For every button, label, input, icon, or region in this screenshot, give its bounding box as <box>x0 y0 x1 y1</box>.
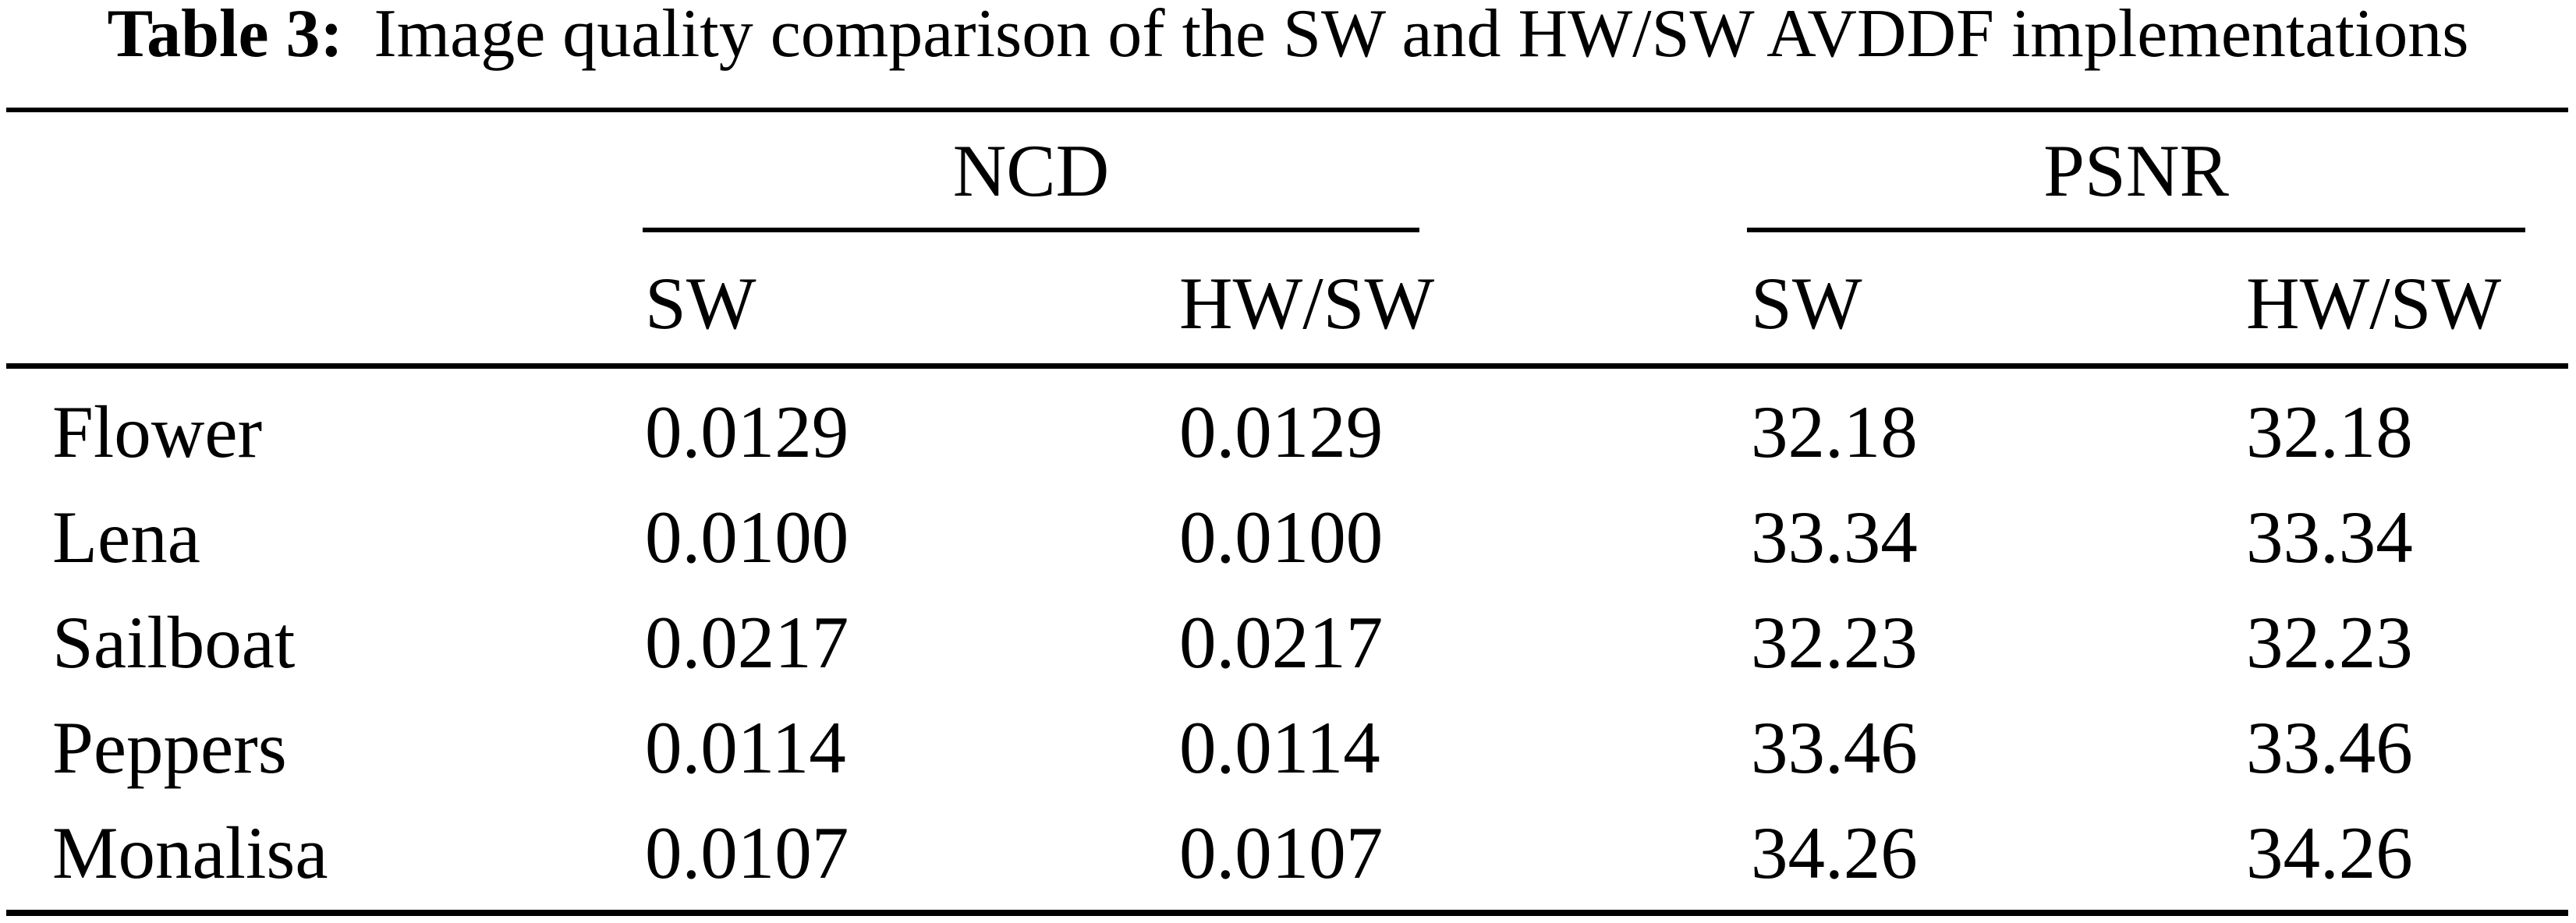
row-label: Sailboat <box>52 601 296 684</box>
cell-psnr-hwsw: 32.23 <box>2246 601 2413 684</box>
cell-ncd-hwsw: 0.0114 <box>1179 706 1380 789</box>
row-label: Peppers <box>52 706 287 789</box>
cell-ncd-hwsw: 0.0129 <box>1179 391 1384 473</box>
row-label: Lena <box>52 496 200 578</box>
cell-psnr-hwsw: 33.46 <box>2246 706 2413 789</box>
ncd-underline-rule <box>643 228 1419 232</box>
table-row: Flower 0.0129 0.0129 32.18 32.18 <box>0 395 2576 500</box>
subheader-row: SW HW/SW SW HW/SW <box>0 267 2576 372</box>
bottom-rule <box>6 910 2568 916</box>
table-caption-label: Table 3: <box>107 0 343 72</box>
psnr-underline-rule <box>1747 228 2525 232</box>
ncd-group-header: NCD <box>952 129 1110 212</box>
cell-psnr-hwsw: 33.34 <box>2246 496 2413 578</box>
subheader-psnr-sw: SW <box>1751 262 1862 345</box>
table-row: Sailboat 0.0217 0.0217 32.23 32.23 <box>0 606 2576 711</box>
cell-ncd-sw: 0.0114 <box>645 706 846 789</box>
table-caption-text: Image quality comparison of the SW and H… <box>374 0 2469 72</box>
table-caption: Table 3: Image quality comparison of the … <box>0 0 2576 73</box>
cell-psnr-sw: 32.23 <box>1751 601 1918 684</box>
row-label: Flower <box>52 391 263 473</box>
row-label: Monalisa <box>52 812 328 894</box>
table-row: Monalisa 0.0107 0.0107 34.26 34.26 <box>0 816 2576 921</box>
cell-psnr-hwsw: 34.26 <box>2246 812 2413 894</box>
subheader-ncd-hwsw: HW/SW <box>1179 262 1435 345</box>
cell-psnr-sw: 34.26 <box>1751 812 1918 894</box>
table-row: Peppers 0.0114 0.0114 33.46 33.46 <box>0 711 2576 816</box>
cell-ncd-hwsw: 0.0107 <box>1179 812 1384 894</box>
cell-psnr-sw: 32.18 <box>1751 391 1918 473</box>
cell-ncd-sw: 0.0129 <box>645 391 849 473</box>
cell-psnr-sw: 33.34 <box>1751 496 1918 578</box>
cell-ncd-sw: 0.0107 <box>645 812 849 894</box>
header-rule <box>6 363 2568 369</box>
cell-ncd-sw: 0.0100 <box>645 496 849 578</box>
cell-ncd-hwsw: 0.0217 <box>1179 601 1384 684</box>
cell-psnr-hwsw: 32.18 <box>2246 391 2413 473</box>
top-rule <box>6 108 2568 112</box>
subheader-psnr-hwsw: HW/SW <box>2246 262 2502 345</box>
cell-psnr-sw: 33.46 <box>1751 706 1918 789</box>
psnr-group-header: PSNR <box>2043 129 2229 212</box>
table-row: Lena 0.0100 0.0100 33.34 33.34 <box>0 500 2576 606</box>
cell-ncd-sw: 0.0217 <box>645 601 849 684</box>
subheader-ncd-sw: SW <box>645 262 757 345</box>
cell-ncd-hwsw: 0.0100 <box>1179 496 1384 578</box>
